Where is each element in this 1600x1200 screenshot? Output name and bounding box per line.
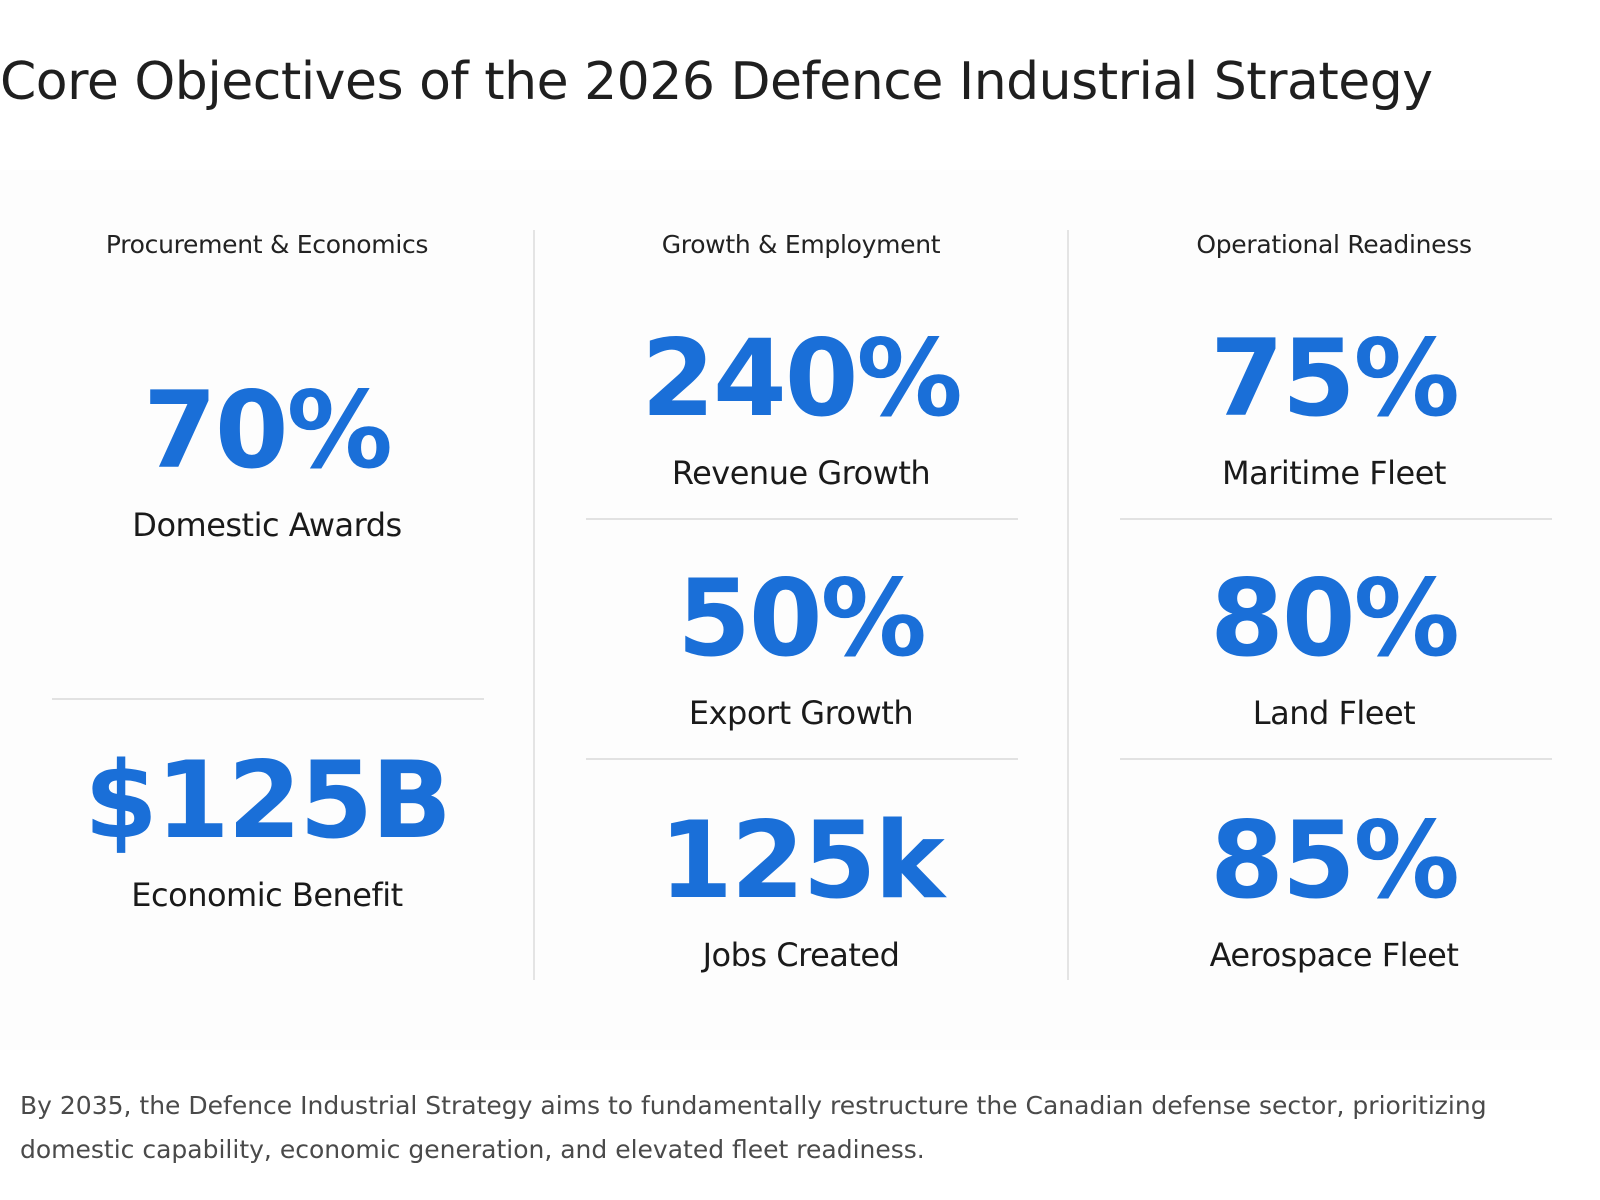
stat-value: 240% [641, 317, 962, 440]
stat-value: 80% [1210, 557, 1460, 680]
stat-revenue-growth: 240% Revenue Growth [534, 317, 1068, 493]
stat-label: Export Growth [688, 694, 914, 732]
stat-export-growth: 50% Export Growth [534, 557, 1068, 733]
row-divider [1120, 758, 1552, 760]
stat-domestic-awards: 70% Domestic Awards [0, 369, 534, 545]
row-divider [52, 698, 484, 700]
column-heading: Procurement & Economics [105, 230, 429, 259]
stat-label: Land Fleet [1252, 694, 1416, 732]
column-procurement-economics: Procurement & Economics 70% Domestic Awa… [0, 230, 534, 980]
objectives-infographic: Procurement & Economics 70% Domestic Awa… [0, 170, 1600, 1050]
summary-text: By 2035, the Defence Industrial Strategy… [20, 1091, 1487, 1164]
stat-value: 70% [143, 369, 393, 492]
stat-value: $125B [84, 739, 452, 862]
stat-maritime-fleet: 75% Maritime Fleet [1068, 317, 1600, 493]
stat-label: Aerospace Fleet [1209, 936, 1459, 974]
row-divider [1120, 518, 1552, 520]
page-title: Core Objectives of the 2026 Defence Indu… [0, 52, 1433, 112]
stat-value: 85% [1210, 799, 1460, 922]
stat-land-fleet: 80% Land Fleet [1068, 557, 1600, 733]
stat-aerospace-fleet: 85% Aerospace Fleet [1068, 799, 1600, 975]
stat-jobs-created: 125k Jobs Created [534, 799, 1068, 975]
column-divider [1067, 230, 1069, 980]
stat-economic-benefit: $125B Economic Benefit [0, 739, 534, 915]
stat-label: Economic Benefit [131, 876, 403, 914]
column-heading: Operational Readiness [1196, 230, 1472, 259]
stat-value: 125k [659, 799, 945, 922]
column-growth-employment: Growth & Employment 240% Revenue Growth … [534, 230, 1068, 980]
column-heading: Growth & Employment [661, 230, 941, 259]
stat-label: Revenue Growth [671, 454, 931, 492]
stat-label: Jobs Created [702, 936, 900, 974]
stat-value: 75% [1210, 317, 1460, 440]
column-operational-readiness: Operational Readiness 75% Maritime Fleet… [1068, 230, 1600, 980]
stat-value: 50% [677, 557, 927, 680]
row-divider [586, 518, 1018, 520]
row-divider [586, 758, 1018, 760]
column-divider [533, 230, 535, 980]
stat-label: Domestic Awards [132, 506, 402, 544]
stat-label: Maritime Fleet [1222, 454, 1446, 492]
